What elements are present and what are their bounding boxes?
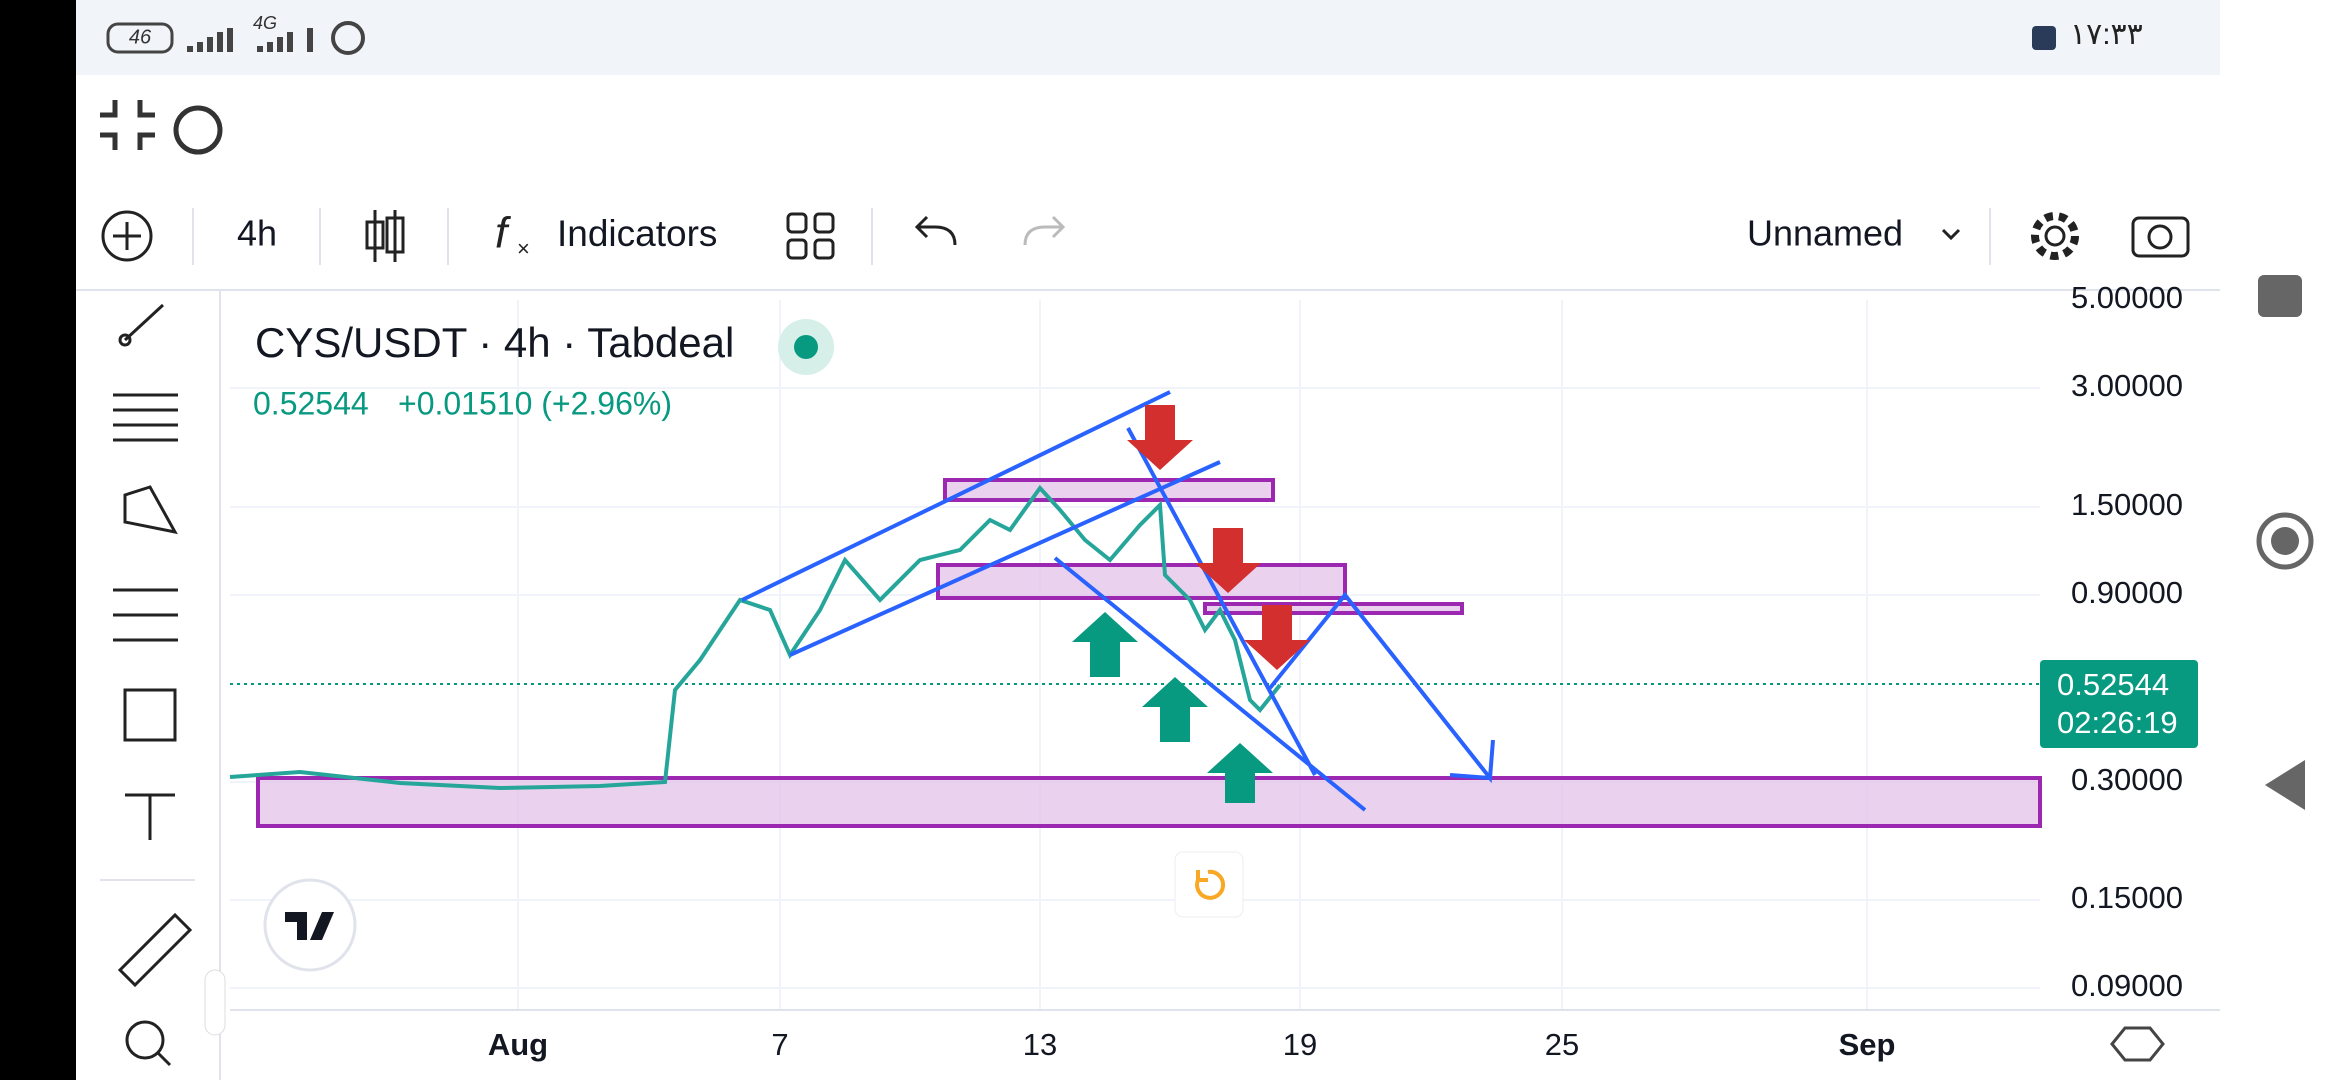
date-label: 25 <box>1545 1027 1579 1062</box>
nav-home[interactable] <box>2256 512 2314 570</box>
symbol-title: CYS/USDT · 4h · Tabdeal <box>255 319 734 366</box>
price-label: 3.00000 <box>2071 368 2183 403</box>
price-label: 5.00000 <box>2071 280 2183 315</box>
nav-square[interactable] <box>2258 275 2302 317</box>
change: +0.01510 (+2.96%) <box>398 385 672 421</box>
trendlines <box>741 390 1495 812</box>
price-series <box>229 484 1282 791</box>
date-label: 13 <box>1023 1027 1057 1062</box>
price-label: 0.15000 <box>2071 880 2183 915</box>
reset-scale[interactable] <box>1174 851 1244 918</box>
network: 4G <box>253 13 277 33</box>
date-label: 7 <box>771 1027 788 1062</box>
price-badge <box>2040 660 2198 748</box>
price-label: 0.30000 <box>2071 762 2183 797</box>
price-label: 0.90000 <box>2071 575 2183 610</box>
price-label: 1.50000 <box>2071 487 2183 522</box>
chart-type[interactable] <box>385 216 405 254</box>
market-status <box>794 335 818 359</box>
undo[interactable] <box>914 215 957 246</box>
date-label: 19 <box>1283 1027 1317 1062</box>
indicators[interactable]: Indicators <box>557 213 717 254</box>
add[interactable] <box>101 210 153 262</box>
price-label: 0.09000 <box>2071 968 2183 1003</box>
clock: ۱۷:۳۳ <box>2070 18 2143 51</box>
date-label: Sep <box>1839 1027 1896 1062</box>
signal-arrows <box>1072 405 1310 803</box>
nav-back[interactable] <box>2265 760 2305 810</box>
drawing-tools[interactable] <box>113 303 193 1067</box>
last-price: 0.52544 <box>253 385 369 421</box>
interval[interactable]: 4h <box>237 213 277 254</box>
badge-price: 0.52544 <box>2057 667 2169 702</box>
battery: 46 <box>129 26 152 48</box>
fullscreen[interactable] <box>100 100 155 150</box>
left-edge <box>0 0 76 1080</box>
svg-text:×: × <box>517 236 530 261</box>
redo[interactable] <box>1023 215 1066 246</box>
reset[interactable] <box>173 105 223 155</box>
date-label: Aug <box>488 1027 548 1062</box>
tv-logo[interactable] <box>263 878 357 972</box>
axis-settings[interactable] <box>2110 1026 2165 1062</box>
camera[interactable] <box>2131 216 2190 258</box>
templates[interactable] <box>786 212 835 260</box>
status-bar <box>76 0 2220 75</box>
badge-timer: 02:26:19 <box>2057 705 2178 740</box>
settings[interactable] <box>2031 212 2079 260</box>
layout-name[interactable]: Unnamed <box>1747 213 1903 254</box>
